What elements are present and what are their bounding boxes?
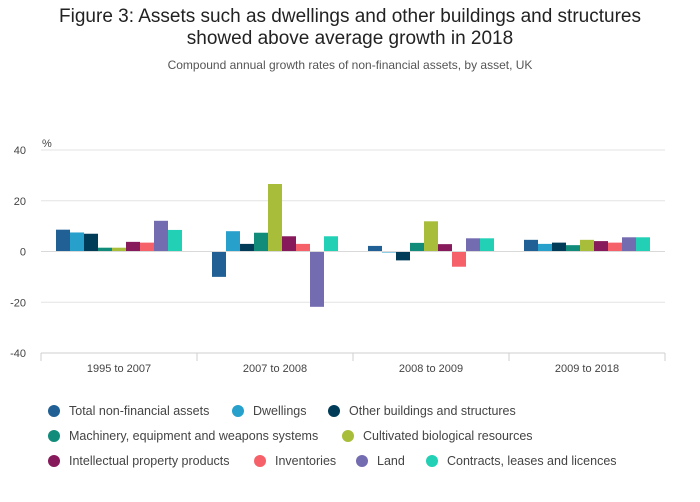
bar — [98, 247, 112, 252]
legend-swatch-icon — [328, 405, 340, 417]
legend-label: Land — [377, 454, 405, 468]
legend-swatch-icon — [254, 455, 266, 467]
bar — [424, 221, 438, 252]
bar — [594, 241, 608, 252]
chart-title-line-2: showed above average growth in 2018 — [186, 28, 514, 49]
bar — [552, 242, 566, 252]
bar — [84, 233, 98, 252]
legend-label: Cultivated biological resources — [363, 429, 533, 443]
bar — [580, 239, 594, 252]
legend-swatch-icon — [232, 405, 244, 417]
bar — [538, 243, 552, 252]
bar — [56, 229, 70, 252]
bar — [410, 242, 424, 252]
legend-item-contracts[interactable]: Contracts, leases and licences — [426, 454, 617, 468]
legend-swatch-icon — [48, 455, 60, 467]
legend-label: Intellectual property products — [69, 454, 230, 468]
bar — [212, 251, 226, 277]
bar — [70, 232, 84, 252]
legend-swatch-icon — [48, 430, 60, 442]
legend-item-cultivated[interactable]: Cultivated biological resources — [342, 429, 533, 443]
legend-item-inventories[interactable]: Inventories — [254, 454, 336, 468]
bar — [396, 251, 410, 261]
bar — [112, 247, 126, 252]
x-tick-label: 1995 to 2007 — [87, 363, 151, 375]
y-tick-label: -40 — [10, 348, 26, 360]
x-tick-label: 2009 to 2018 — [555, 363, 619, 375]
bar — [452, 251, 466, 267]
bar — [226, 231, 240, 252]
x-tick-label: 2008 to 2009 — [399, 363, 463, 375]
y-tick-label: 0 — [20, 247, 26, 259]
chart-subtitle: Compound annual growth rates of non-fina… — [167, 58, 533, 72]
y-tick-label: 40 — [14, 145, 26, 157]
bar — [524, 239, 538, 252]
y-tick-label: 20 — [14, 196, 26, 208]
bar — [268, 184, 282, 252]
bar — [282, 236, 296, 252]
bar — [140, 242, 154, 252]
legend-item-ip-products[interactable]: Intellectual property products — [48, 454, 230, 468]
bar — [368, 245, 382, 252]
bar — [636, 237, 650, 252]
chart-title-line-1: Figure 3: Assets such as dwellings and o… — [59, 6, 641, 27]
legend-item-land[interactable]: Land — [356, 454, 405, 468]
bar — [168, 229, 182, 252]
bar — [254, 232, 268, 252]
y-tick-label: -20 — [10, 297, 26, 309]
legend-label: Contracts, leases and licences — [447, 454, 617, 468]
bar — [466, 238, 480, 252]
bar — [382, 251, 396, 253]
legend-item-machinery[interactable]: Machinery, equipment and weapons systems — [48, 429, 318, 443]
legend-swatch-icon — [342, 430, 354, 442]
legend-item-total[interactable]: Total non-financial assets — [48, 404, 209, 418]
legend-swatch-icon — [356, 455, 368, 467]
legend-swatch-icon — [48, 405, 60, 417]
bar — [240, 243, 254, 252]
legend-label: Total non-financial assets — [69, 404, 210, 418]
legend-item-other-buildings[interactable]: Other buildings and structures — [328, 404, 516, 418]
legend-label: Machinery, equipment and weapons systems — [69, 429, 319, 443]
bar — [324, 236, 338, 252]
bar — [608, 242, 622, 252]
y-axis-label: % — [42, 138, 52, 150]
bar — [438, 244, 452, 252]
bar — [566, 245, 580, 252]
x-tick-label: 2007 to 2008 — [243, 363, 307, 375]
chart-title: Figure 3: Assets such as dwellings and o… — [0, 6, 700, 50]
bar — [480, 238, 494, 252]
legend-label: Dwellings — [253, 404, 307, 418]
bar — [296, 243, 310, 252]
legend-label: Other buildings and structures — [349, 404, 516, 418]
legend-label: Inventories — [275, 454, 337, 468]
legend-swatch-icon — [426, 455, 438, 467]
bar — [622, 237, 636, 252]
bar — [126, 241, 140, 252]
bar — [154, 220, 168, 252]
bar — [310, 251, 324, 307]
legend-item-dwellings[interactable]: Dwellings — [232, 404, 307, 418]
